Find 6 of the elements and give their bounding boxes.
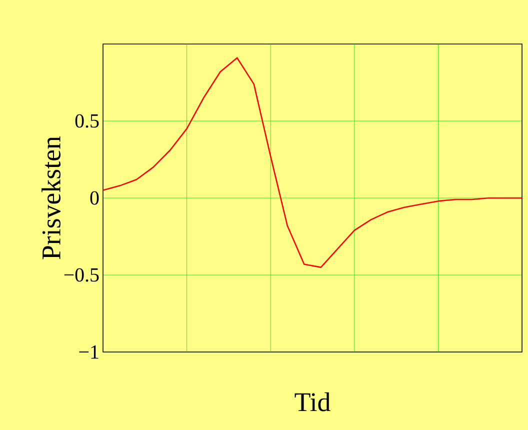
x-axis-title: Tid: [294, 392, 330, 412]
y-axis-title: Prisveksten: [42, 136, 61, 260]
y-tick-label: −0.5: [64, 268, 99, 282]
y-tick-label: −1: [79, 345, 98, 359]
y-tick-label: 0: [90, 191, 99, 205]
y-tick-label: 0.5: [75, 114, 99, 128]
